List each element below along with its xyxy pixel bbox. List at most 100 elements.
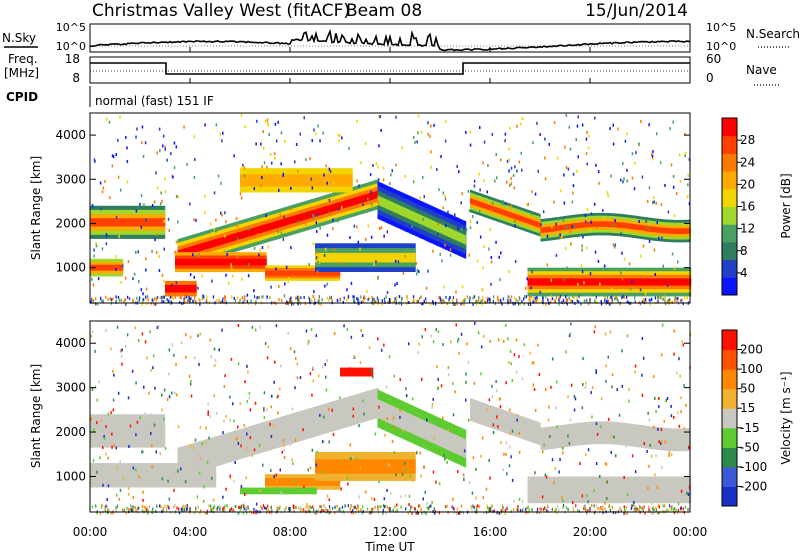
heatmap-cell	[586, 278, 588, 286]
heatmap-cell	[223, 258, 225, 266]
heatmap-cell	[530, 278, 533, 286]
heatmap-cell	[578, 295, 580, 299]
heatmap-cell	[549, 226, 552, 232]
heatmap-cell	[353, 295, 355, 299]
heatmap-cell	[624, 428, 627, 440]
heatmap-cell	[150, 422, 152, 440]
heatmap-cell	[342, 300, 344, 304]
heatmap-cell	[626, 223, 628, 229]
heatmap-cell	[319, 226, 321, 230]
heatmap-cell	[160, 202, 162, 206]
colorbar-swatch	[722, 206, 737, 225]
heatmap-cell	[215, 258, 218, 266]
heatmap-cell	[177, 284, 179, 293]
heatmap-cell	[648, 239, 651, 243]
heatmap-cell	[634, 278, 636, 286]
heatmap-cell	[312, 213, 314, 217]
heatmap-cell	[608, 427, 610, 439]
freq-panel: Freq. [MHz] 18 8 60 0 Nave	[4, 52, 780, 86]
heatmap-cell	[529, 296, 531, 299]
heatmap-cell	[556, 156, 559, 160]
heatmap-cell	[489, 228, 491, 231]
heatmap-cell	[303, 174, 305, 187]
heatmap-cell	[442, 191, 445, 195]
heatmap-cell	[589, 278, 591, 286]
heatmap-cell	[479, 126, 481, 129]
heatmap-cell	[189, 284, 191, 293]
heatmap-cell	[599, 221, 601, 227]
heatmap-cell	[154, 422, 157, 440]
heatmap-cell	[290, 421, 292, 437]
heatmap-cell	[487, 299, 489, 303]
heatmap-cell	[318, 299, 320, 302]
heatmap-cell	[284, 270, 287, 276]
heatmap-cell	[572, 295, 574, 299]
heatmap-cell	[378, 144, 380, 148]
heatmap-cell	[352, 295, 354, 299]
heatmap-cell	[268, 174, 271, 187]
heatmap-cell	[301, 174, 304, 187]
heatmap-cell	[526, 203, 528, 207]
heatmap-cell	[246, 434, 249, 450]
heatmap-cell	[591, 427, 594, 439]
heatmap-cell	[635, 151, 637, 155]
heatmap-cell	[340, 174, 343, 187]
heatmap-cell	[527, 302, 530, 306]
heatmap-cell	[91, 297, 94, 301]
heatmap-cell	[602, 427, 604, 439]
heatmap-cell	[243, 435, 246, 451]
heatmap-cell	[444, 195, 446, 198]
heatmap-cell	[275, 267, 277, 271]
heatmap-cell	[470, 404, 472, 416]
heatmap-cell	[382, 178, 385, 182]
heatmap-cell	[326, 410, 328, 426]
heatmap-cell	[658, 236, 660, 240]
freq-series	[90, 62, 690, 75]
heatmap-cell	[217, 174, 220, 178]
heatmap-cell	[234, 233, 237, 241]
heatmap-cell	[667, 298, 669, 302]
heatmap-cell	[546, 234, 549, 238]
heatmap-cell	[488, 297, 490, 301]
heatmap-cell	[318, 261, 320, 265]
heatmap-cell	[573, 296, 575, 300]
heatmap-cell	[135, 469, 137, 482]
heatmap-cell	[312, 174, 314, 187]
heatmap-cell	[383, 402, 386, 421]
heatmap-cell	[340, 261, 343, 265]
heatmap-cell	[135, 218, 137, 227]
heatmap-cell	[373, 302, 375, 306]
heatmap-cell	[595, 163, 597, 167]
heatmap-cell	[346, 288, 348, 292]
heatmap-cell	[224, 296, 226, 300]
heatmap-cell	[544, 177, 547, 181]
heatmap-cell	[684, 296, 686, 300]
heatmap-cell	[338, 202, 340, 210]
heatmap-cell	[494, 206, 496, 213]
heatmap-cell	[412, 136, 415, 139]
heatmap-cell	[613, 278, 615, 286]
heatmap-cell	[193, 258, 195, 266]
heatmap-cell	[197, 449, 199, 465]
heatmap-cell	[132, 298, 134, 302]
heatmap-cell	[117, 175, 120, 179]
heatmap-cell	[531, 190, 533, 194]
heatmap-cell	[241, 174, 244, 187]
heatmap-cell	[428, 218, 431, 229]
heatmap-cell	[662, 433, 664, 445]
heatmap-cell	[142, 218, 145, 227]
heatmap-cell	[686, 228, 688, 234]
heatmap-cell	[648, 186, 651, 190]
heatmap-cell	[320, 412, 322, 428]
heatmap-cell	[125, 135, 127, 139]
heatmap-cell	[193, 298, 195, 302]
heatmap-cell	[395, 115, 397, 119]
heatmap-cell	[585, 300, 587, 304]
heatmap-cell	[282, 174, 284, 187]
heatmap-cell	[115, 255, 117, 259]
heatmap-cell	[466, 295, 468, 299]
heatmap-cell	[406, 295, 408, 299]
heatmap-cell	[626, 428, 628, 440]
heatmap-cell	[117, 264, 119, 271]
heatmap-cell	[471, 198, 474, 205]
